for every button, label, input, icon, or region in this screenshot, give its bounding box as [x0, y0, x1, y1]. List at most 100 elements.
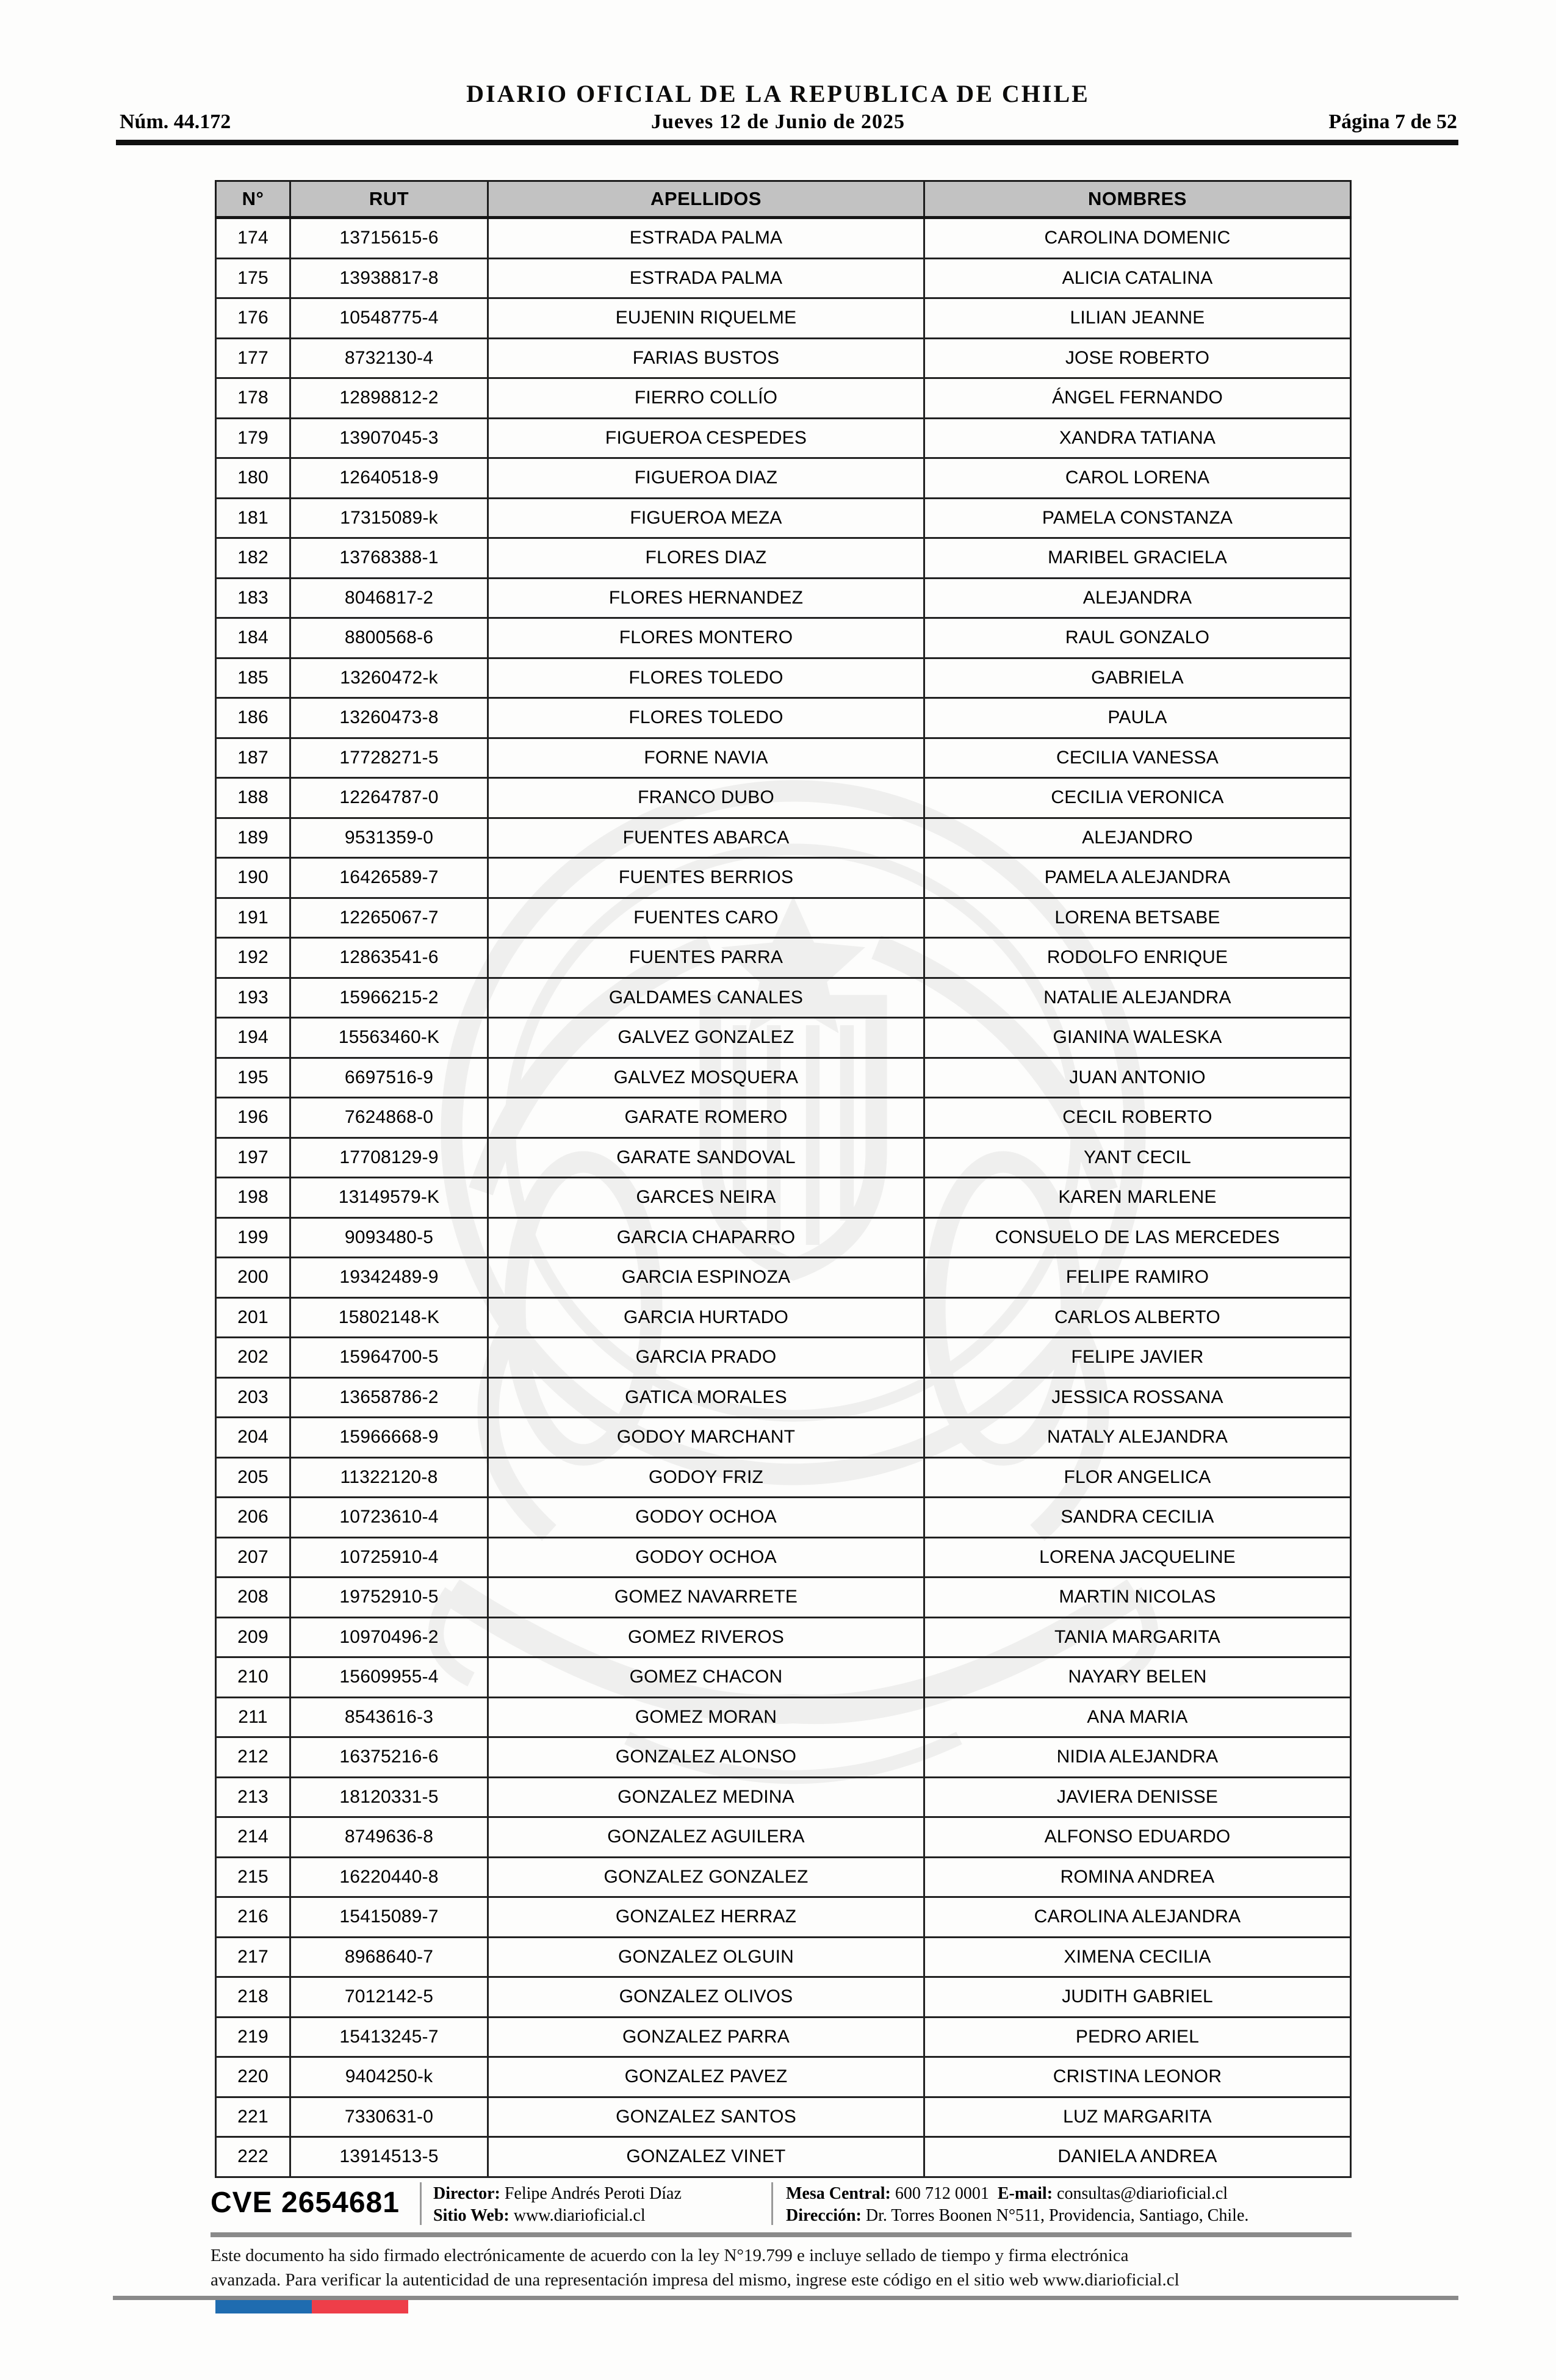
cell-rut: 16375216-6 — [289, 1736, 489, 1778]
cell-rut: 7330631-0 — [289, 2096, 489, 2138]
table-row: 177 8732130-4 FARIAS BUSTOS JOSE ROBERTO — [215, 337, 1352, 379]
cell-nombres: ALEJANDRA — [923, 577, 1352, 619]
sitio-label: Sitio Web: — [433, 2206, 510, 2225]
cell-apellidos: GALVEZ GONZALEZ — [487, 1017, 925, 1059]
cell-numero: 222 — [215, 2136, 291, 2178]
cell-numero: 213 — [215, 1776, 291, 1818]
cell-nombres: LILIAN JEANNE — [923, 297, 1352, 339]
email-value: consultas@diarioficial.cl — [1057, 2184, 1228, 2203]
cell-nombres: GABRIELA — [923, 657, 1352, 699]
cell-numero: 179 — [215, 417, 291, 459]
table-row: 208 19752910-5 GOMEZ NAVARRETE MARTIN NI… — [215, 1576, 1352, 1618]
cell-numero: 188 — [215, 777, 291, 819]
table-row: 206 10723610-4 GODOY OCHOA SANDRA CECILI… — [215, 1496, 1352, 1538]
roster-body: 174 13715615-6 ESTRADA PALMA CAROLINA DO… — [215, 217, 1352, 2178]
table-row: 216 15415089-7 GONZALEZ HERRAZ CAROLINA … — [215, 1896, 1352, 1938]
table-row: 182 13768388-1 FLORES DIAZ MARIBEL GRACI… — [215, 537, 1352, 579]
cell-nombres: PAULA — [923, 697, 1352, 739]
table-row: 198 13149579-K GARCES NEIRA KAREN MARLEN… — [215, 1177, 1352, 1219]
cell-numero: 192 — [215, 937, 291, 979]
cell-nombres: JUAN ANTONIO — [923, 1056, 1352, 1098]
cell-apellidos: GODOY FRIZ — [487, 1456, 925, 1498]
table-row: 205 11322120-8 GODOY FRIZ FLOR ANGELICA — [215, 1456, 1352, 1498]
table-row: 196 7624868-0 GARATE ROMERO CECIL ROBERT… — [215, 1097, 1352, 1139]
table-row: 214 8749636-8 GONZALEZ AGUILERA ALFONSO … — [215, 1816, 1352, 1858]
table-row: 186 13260473-8 FLORES TOLEDO PAULA — [215, 697, 1352, 739]
cell-nombres: LORENA JACQUELINE — [923, 1536, 1352, 1578]
cell-apellidos: GODOY OCHOA — [487, 1536, 925, 1578]
cell-numero: 193 — [215, 976, 291, 1019]
table-row: 192 12863541-6 FUENTES PARRA RODOLFO ENR… — [215, 937, 1352, 979]
cell-numero: 184 — [215, 617, 291, 659]
cell-numero: 216 — [215, 1896, 291, 1938]
journal-title: DIARIO OFICIAL DE LA REPUBLICA DE CHILE — [466, 80, 1090, 107]
cell-numero: 174 — [215, 217, 291, 259]
table-row: 189 9531359-0 FUENTES ABARCA ALEJANDRO — [215, 817, 1352, 859]
table-row: 207 10725910-4 GODOY OCHOA LORENA JACQUE… — [215, 1536, 1352, 1578]
cell-numero: 183 — [215, 577, 291, 619]
cell-apellidos: GONZALEZ AGUILERA — [487, 1816, 925, 1858]
cell-nombres: PAMELA CONSTANZA — [923, 497, 1352, 539]
cell-nombres: TANIA MARGARITA — [923, 1616, 1352, 1658]
cell-nombres: CECIL ROBERTO — [923, 1097, 1352, 1139]
cell-rut: 11322120-8 — [289, 1456, 489, 1498]
cell-nombres: CAROLINA ALEJANDRA — [923, 1896, 1352, 1938]
cell-rut: 9531359-0 — [289, 817, 489, 859]
column-header-apellidos: APELLIDOS — [487, 180, 925, 219]
cell-rut: 7012142-5 — [289, 1976, 489, 2018]
footer-rule-top — [211, 2232, 1352, 2237]
cell-nombres: PAMELA ALEJANDRA — [923, 857, 1352, 899]
cell-rut: 15964700-5 — [289, 1336, 489, 1379]
table-row: 183 8046817-2 FLORES HERNANDEZ ALEJANDRA — [215, 577, 1352, 619]
cell-numero: 196 — [215, 1097, 291, 1139]
cell-rut: 15966215-2 — [289, 976, 489, 1019]
cell-apellidos: GONZALEZ OLGUIN — [487, 1936, 925, 1978]
cell-numero: 206 — [215, 1496, 291, 1538]
table-row: 210 15609955-4 GOMEZ CHACON NAYARY BELEN — [215, 1656, 1352, 1698]
cell-rut: 12264787-0 — [289, 777, 489, 819]
cell-numero: 194 — [215, 1017, 291, 1059]
cell-numero: 175 — [215, 257, 291, 299]
cell-apellidos: FARIAS BUSTOS — [487, 337, 925, 379]
cell-nombres: ÁNGEL FERNANDO — [923, 377, 1352, 419]
cell-nombres: SANDRA CECILIA — [923, 1496, 1352, 1538]
cell-apellidos: GONZALEZ ALONSO — [487, 1736, 925, 1778]
cell-numero: 199 — [215, 1216, 291, 1258]
cell-apellidos: FIGUEROA CESPEDES — [487, 417, 925, 459]
cell-apellidos: GARATE SANDOVAL — [487, 1136, 925, 1178]
cell-apellidos: GODOY MARCHANT — [487, 1416, 925, 1459]
cell-apellidos: GALDAMES CANALES — [487, 976, 925, 1019]
cell-apellidos: GOMEZ NAVARRETE — [487, 1576, 925, 1618]
cell-nombres: CECILIA VANESSA — [923, 737, 1352, 779]
cell-rut: 10725910-4 — [289, 1536, 489, 1578]
cell-rut: 10970496-2 — [289, 1616, 489, 1658]
cell-rut: 13768388-1 — [289, 537, 489, 579]
cell-rut: 15609955-4 — [289, 1656, 489, 1698]
cell-numero: 181 — [215, 497, 291, 539]
column-header-numero: N° — [215, 180, 291, 219]
cell-apellidos: FORNE NAVIA — [487, 737, 925, 779]
cell-nombres: XIMENA CECILIA — [923, 1936, 1352, 1978]
table-row: 219 15413245-7 GONZALEZ PARRA PEDRO ARIE… — [215, 2016, 1352, 2058]
cell-apellidos: FRANCO DUBO — [487, 777, 925, 819]
cell-nombres: FELIPE JAVIER — [923, 1336, 1352, 1379]
cell-apellidos: FUENTES CARO — [487, 896, 925, 939]
cell-apellidos: ESTRADA PALMA — [487, 257, 925, 299]
cell-nombres: LORENA BETSABE — [923, 896, 1352, 939]
table-row: 187 17728271-5 FORNE NAVIA CECILIA VANES… — [215, 737, 1352, 779]
cell-numero: 205 — [215, 1456, 291, 1498]
cell-apellidos: FLORES DIAZ — [487, 537, 925, 579]
cell-numero: 203 — [215, 1376, 291, 1418]
cell-rut: 13260472-k — [289, 657, 489, 699]
cell-numero: 178 — [215, 377, 291, 419]
cell-nombres: JUDITH GABRIEL — [923, 1976, 1352, 2018]
table-row: 199 9093480-5 GARCIA CHAPARRO CONSUELO D… — [215, 1216, 1352, 1258]
direccion-label: Dirección: — [786, 2206, 862, 2225]
footer-divider-2 — [771, 2182, 773, 2225]
footer-rule-bottom — [113, 2296, 1458, 2300]
cell-rut: 17728271-5 — [289, 737, 489, 779]
table-row: 222 13914513-5 GONZALEZ VINET DANIELA AN… — [215, 2136, 1352, 2178]
cell-nombres: ANA MARIA — [923, 1696, 1352, 1738]
cell-numero: 198 — [215, 1177, 291, 1219]
